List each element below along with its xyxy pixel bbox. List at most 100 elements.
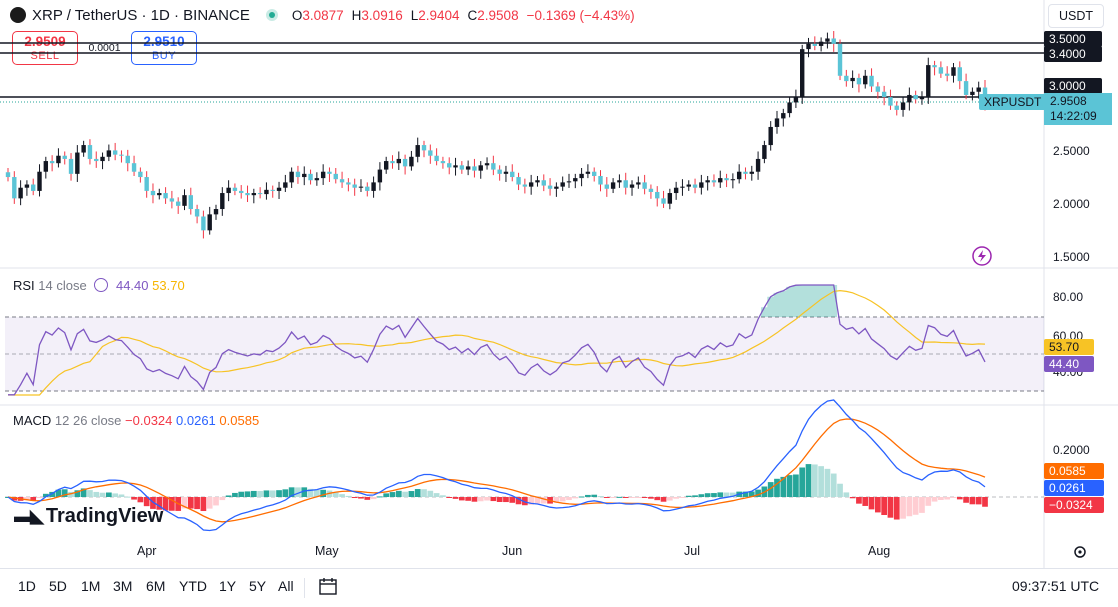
candle-body[interactable] [264,189,269,195]
candle-body[interactable] [648,188,654,192]
candle-body[interactable] [579,173,584,179]
candle-body[interactable] [239,190,244,194]
candle-body[interactable] [812,43,818,46]
candle-body[interactable] [503,171,509,174]
candle-body[interactable] [560,182,565,187]
candle-body[interactable] [100,156,105,162]
candle-body[interactable] [346,182,351,185]
candle-body[interactable] [182,195,187,206]
candle-body[interactable] [68,158,74,174]
candle-body[interactable] [604,184,610,189]
candle-body[interactable] [112,150,118,155]
candle-body[interactable] [415,145,420,157]
candle-body[interactable] [138,171,143,178]
candle-body[interactable] [869,75,874,87]
candle-body[interactable] [522,184,528,187]
candle-body[interactable] [333,173,338,180]
candle-body[interactable] [768,126,773,146]
candle-body[interactable] [705,180,710,183]
range-3m-button[interactable]: 3M [113,578,133,594]
candle-body[interactable] [919,97,925,100]
candle-body[interactable] [56,155,61,164]
candle-body[interactable] [535,180,540,183]
candle-body[interactable] [358,186,364,188]
candle-body[interactable] [352,184,357,188]
rsi-ma-line[interactable] [8,289,986,396]
utc-clock[interactable]: 09:37:51 UTC [1012,578,1100,594]
candle-body[interactable] [743,171,748,174]
candle-body[interactable] [213,209,219,215]
candle-body[interactable] [295,171,301,178]
candle-body[interactable] [18,187,23,199]
candle-body[interactable] [497,169,502,174]
candle-body[interactable] [787,102,792,114]
candle-body[interactable] [699,182,704,188]
settings-gear-icon[interactable] [1074,546,1086,558]
candle-body[interactable] [541,180,546,186]
candle-body[interactable] [510,171,515,178]
date-range-icon[interactable] [318,577,340,597]
lightning-icon[interactable] [972,246,992,266]
range-1m-button[interactable]: 1M [81,578,101,594]
candle-body[interactable] [106,150,112,157]
candle-body[interactable] [257,193,263,195]
candle-body[interactable] [642,182,647,189]
candle-body[interactable] [970,91,975,95]
candle-body[interactable] [875,86,881,92]
candle-body[interactable] [409,156,414,167]
candle-body[interactable] [94,158,99,162]
candle-body[interactable] [131,163,137,172]
candle-body[interactable] [636,182,641,185]
buy-button[interactable]: 2.9510 BUY [131,31,197,65]
symbol-title[interactable]: XRP / TetherUS · 1D · BINANCE [32,6,250,24]
candle-body[interactable] [528,182,534,187]
candle-body[interactable] [863,75,868,85]
candle-body[interactable] [75,152,80,174]
candle-body[interactable] [926,65,931,98]
candle-body[interactable] [144,177,149,191]
candle-body[interactable] [478,165,483,171]
candle-body[interactable] [377,169,383,183]
candle-body[interactable] [276,187,282,191]
candle-body[interactable] [201,216,206,231]
candle-body[interactable] [554,186,559,189]
candle-body[interactable] [302,173,307,178]
candle-body[interactable] [428,150,433,156]
candle-body[interactable] [339,179,345,183]
candle-body[interactable] [194,209,200,217]
candle-body[interactable] [592,171,597,176]
macd-line[interactable] [7,399,986,532]
candle-body[interactable] [150,190,156,196]
candle-body[interactable] [736,171,742,180]
candle-body[interactable] [320,171,326,179]
candle-body[interactable] [472,166,477,171]
candle-body[interactable] [188,195,193,210]
candle-body[interactable] [938,67,944,74]
candle-body[interactable] [856,77,862,85]
candle-body[interactable] [963,81,969,95]
candle-body[interactable] [566,181,572,183]
candle-body[interactable] [383,161,389,170]
candle-body[interactable] [31,184,36,191]
candle-body[interactable] [585,171,591,174]
candle-body[interactable] [125,155,130,164]
candle-body[interactable] [308,173,313,181]
candle-body[interactable] [289,171,294,183]
candle-body[interactable] [673,187,679,194]
candle-body[interactable] [692,184,698,188]
candle-body[interactable] [913,94,918,100]
candle-body[interactable] [951,67,956,76]
candle-body[interactable] [283,182,288,188]
candle-body[interactable] [226,187,231,194]
candle-body[interactable] [365,186,370,191]
candle-body[interactable] [932,65,937,68]
candle-body[interactable] [900,102,906,110]
candle-body[interactable] [43,161,49,172]
candle-body[interactable] [825,38,830,42]
candle-body[interactable] [800,49,805,98]
rsi-line[interactable] [8,284,986,396]
candle-body[interactable] [894,105,899,110]
candle-body[interactable] [5,172,11,178]
candle-body[interactable] [944,73,950,76]
candle-body[interactable] [81,145,86,153]
